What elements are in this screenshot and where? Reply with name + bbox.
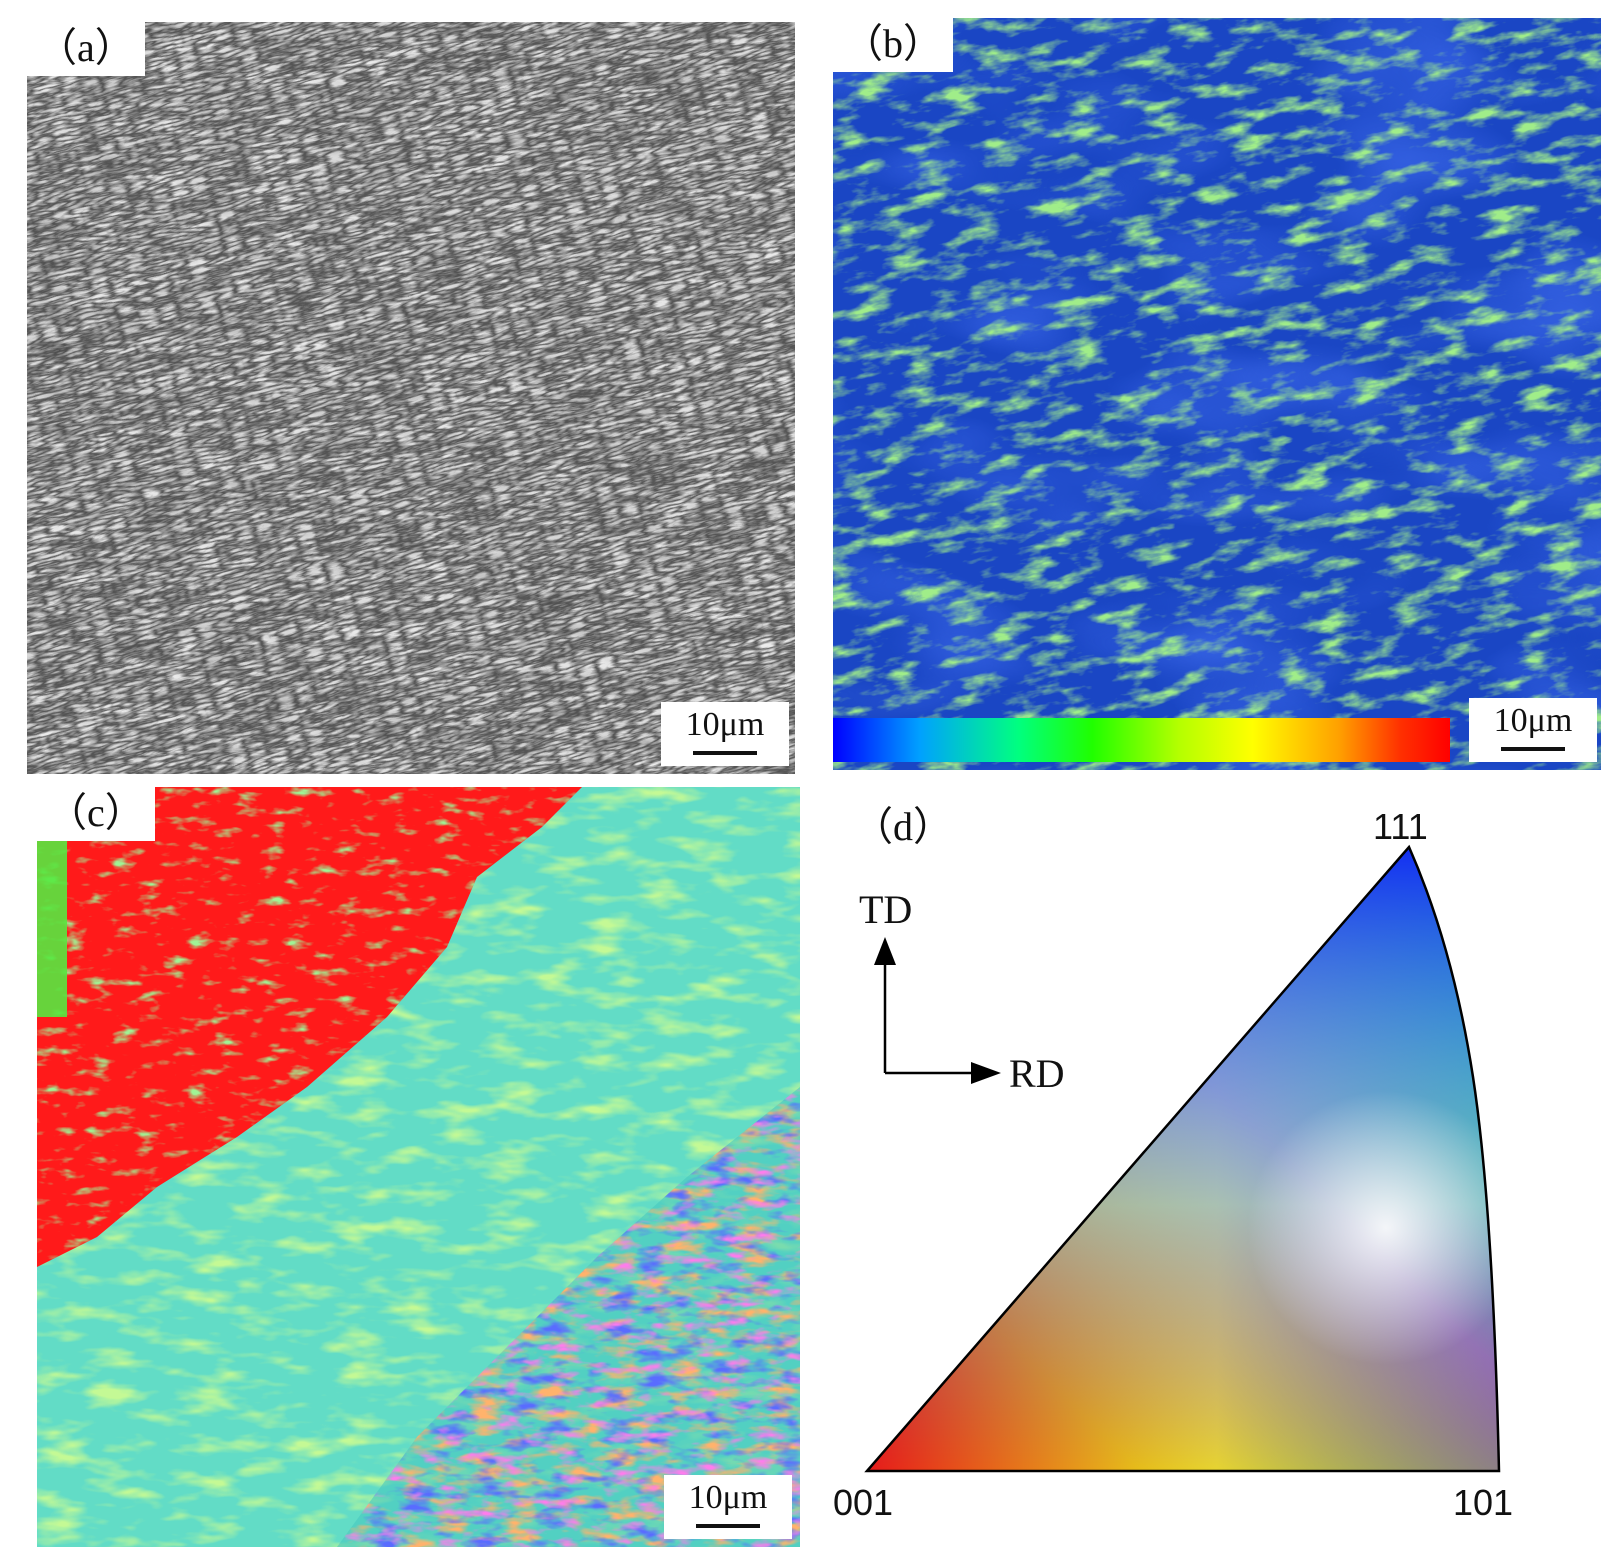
panel-c-texture [37, 787, 800, 1547]
panel-c-orientation-map-image: （c） 10μm [37, 787, 800, 1547]
panel-c-scale-bar-line [696, 1524, 760, 1528]
panel-b-texture [833, 18, 1601, 770]
panel-c-scale-bar: 10μm [664, 1475, 792, 1539]
panel-c-scale-bar-text: 10μm [688, 1479, 768, 1516]
panel-c-label: （c） [37, 787, 155, 841]
td-arrow-head [874, 937, 896, 965]
panel-b-scale-bar: 10μm [1469, 698, 1597, 762]
panel-a-scale-bar-text: 10μm [685, 706, 765, 743]
rd-label: RD [1009, 1051, 1065, 1096]
panel-b-scale-bar-text: 10μm [1493, 702, 1573, 739]
panel-a-scale-bar-line [693, 751, 757, 755]
panel-d-label: （d） [853, 804, 953, 849]
panel-d-ipf-color-key: 001 101 111 TD RD （d） [833, 787, 1601, 1547]
ipf-triangle-fill [867, 847, 1499, 1471]
rd-arrow-head [971, 1062, 1001, 1084]
panel-b-label: （b） [833, 18, 953, 72]
panel-b-scale-bar-line [1501, 747, 1565, 751]
corner-label-111: 111 [1373, 806, 1428, 847]
td-label: TD [859, 887, 912, 932]
ipf-key-svg: 001 101 111 TD RD [833, 806, 1513, 1523]
corner-label-001: 001 [833, 1482, 893, 1523]
panel-a-microstructure-image: （a） 10μm [27, 22, 795, 774]
panel-a-texture [27, 22, 795, 774]
panel-a-scale-bar: 10μm [661, 702, 789, 766]
ipf-triangle-outline [864, 844, 1501, 1473]
direction-arrows [874, 937, 1001, 1084]
panel-b-map-image: （b） 10μm [833, 18, 1601, 770]
panel-b-color-scale-bar [833, 718, 1450, 762]
panel-a-label: （a） [27, 22, 145, 76]
corner-label-101: 101 [1453, 1482, 1513, 1523]
